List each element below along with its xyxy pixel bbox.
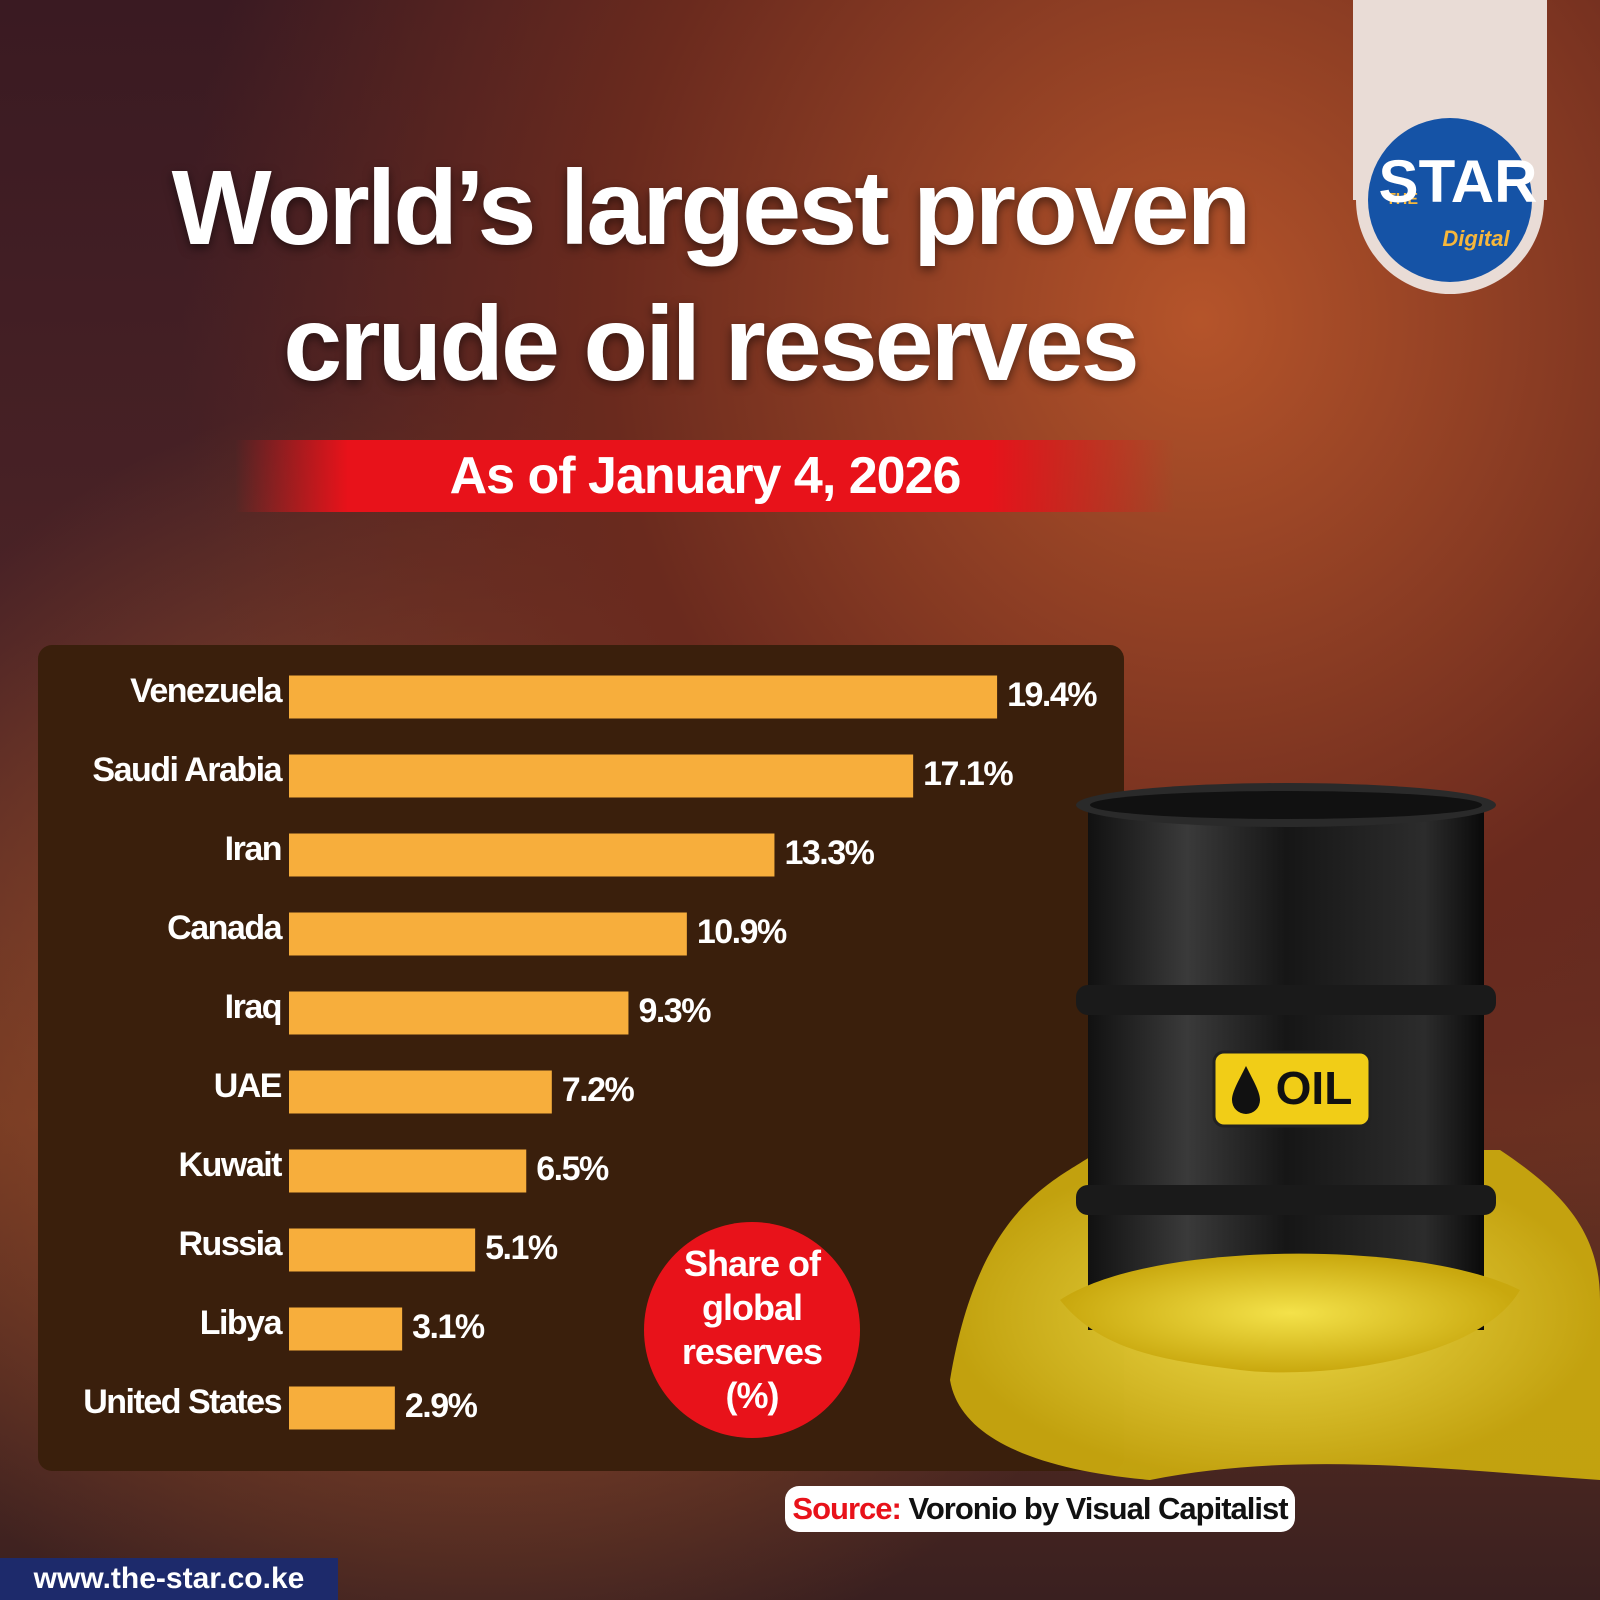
value-label: 5.1% bbox=[485, 1229, 558, 1267]
category-label: Canada bbox=[167, 909, 283, 947]
category-label: UAE bbox=[214, 1067, 282, 1105]
value-label: 2.9% bbox=[405, 1387, 478, 1425]
bar bbox=[289, 1386, 395, 1430]
category-label: Venezuela bbox=[130, 672, 284, 710]
bar bbox=[289, 1149, 527, 1193]
category-label: Saudi Arabia bbox=[92, 751, 283, 789]
value-label: 9.3% bbox=[638, 992, 711, 1030]
annotation-badge: Share of global reserves (%) bbox=[644, 1222, 860, 1438]
category-label: Iran bbox=[225, 830, 281, 868]
source-label: Source: bbox=[792, 1491, 901, 1526]
subtitle: As of January 4, 2026 bbox=[235, 440, 1175, 512]
value-label: 19.4% bbox=[1007, 676, 1097, 714]
bar bbox=[289, 991, 629, 1035]
bar bbox=[289, 1307, 403, 1351]
logo-name: STAR bbox=[1379, 148, 1538, 215]
logo-prefix: THE bbox=[1386, 191, 1418, 208]
source: Source: Voronio by Visual Capitalist bbox=[785, 1486, 1295, 1532]
oil-barrel: OIL bbox=[950, 783, 1600, 1480]
value-label: 13.3% bbox=[784, 834, 874, 872]
logo-disc bbox=[1368, 118, 1532, 282]
bar bbox=[289, 754, 914, 798]
bar bbox=[289, 1070, 552, 1114]
title: World’s largest proven crude oil reserve… bbox=[171, 149, 1252, 403]
bar bbox=[289, 1228, 476, 1272]
bar bbox=[289, 675, 998, 719]
category-label: Kuwait bbox=[179, 1146, 283, 1184]
url: www.the-star.co.ke bbox=[0, 1558, 338, 1600]
value-label: 17.1% bbox=[923, 755, 1013, 793]
category-label: Libya bbox=[200, 1304, 284, 1342]
barrel-label: OIL bbox=[1276, 1062, 1353, 1114]
bar bbox=[289, 912, 687, 956]
value-label: 3.1% bbox=[412, 1308, 485, 1346]
category-label: Russia bbox=[179, 1225, 284, 1263]
category-label: United States bbox=[83, 1383, 281, 1421]
category-label: Iraq bbox=[225, 988, 281, 1026]
source-text: Voronio by Visual Capitalist bbox=[908, 1491, 1288, 1526]
annotation: Share of global reserves (%) bbox=[681, 1243, 823, 1416]
bar bbox=[289, 833, 775, 877]
value-label: 6.5% bbox=[536, 1150, 609, 1188]
logo-suffix: Digital bbox=[1442, 226, 1510, 251]
value-label: 10.9% bbox=[697, 913, 787, 951]
value-label: 7.2% bbox=[562, 1071, 635, 1109]
